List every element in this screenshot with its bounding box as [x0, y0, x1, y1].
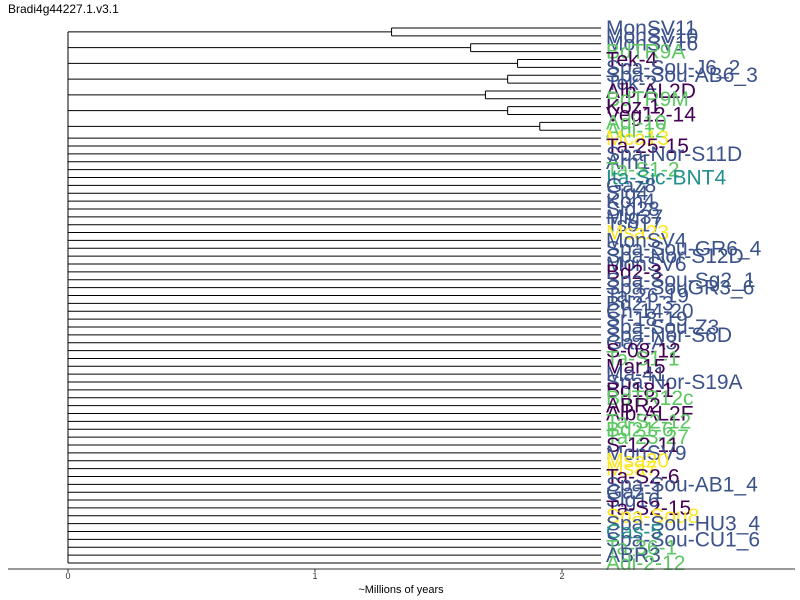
- tip-label: Ta-25-15: [606, 135, 689, 158]
- tip-label: Ta-S2-6: [606, 465, 680, 488]
- tip-label: Sig28: [606, 198, 660, 221]
- tip-label: Gaz-1: [606, 481, 663, 504]
- tip-label: Bd21-6: [606, 418, 674, 441]
- tip-label: Spa-Nor-S12D: [606, 245, 744, 268]
- tip-label: S-08-12: [606, 340, 681, 363]
- x-tick-label: 1: [312, 571, 317, 581]
- x-tick-label: 2: [559, 571, 564, 581]
- tip-label: Ma-41: [606, 363, 666, 386]
- tip-label: Msa20: [606, 450, 669, 473]
- tip-label: Ta-26-19: [606, 285, 689, 308]
- tip-label: BdTR9A: [606, 41, 685, 64]
- tip-label: Spa-Sou-AB6_3: [606, 64, 758, 87]
- tip-label: Spa-Sou-J6_2: [606, 56, 740, 79]
- tip-label: Tek-4: [606, 48, 658, 71]
- tip-label: S-12-11: [606, 434, 679, 457]
- tip-label: MonSV6: [606, 253, 687, 276]
- tip-label: Spa-Sou-Sg2_1: [606, 269, 755, 292]
- tip-label: Spa-Sou-HU3_4: [606, 513, 760, 536]
- tip-label: BdTR12c: [606, 387, 694, 410]
- tip-label: Gaz-A3: [606, 332, 677, 355]
- x-tick-label: 0: [65, 571, 70, 581]
- tip-labels: MonSV11MonSV10MonSV16BdTR9ATek-4Spa-Sou-…: [606, 17, 762, 575]
- tip-label: Spa-Sou-CU1_6: [606, 528, 760, 551]
- tip-label: Tek-2: [606, 72, 657, 95]
- tip-label: Adi-2-12: [606, 552, 685, 575]
- tip-label: Adi-12: [606, 119, 667, 142]
- tip-label: Sig16: [606, 489, 660, 512]
- tip-label: MonSV4: [606, 229, 687, 252]
- tip-label: Ta-S2-15: [606, 497, 691, 520]
- tip-label: Spa-Nor-S19A: [606, 371, 743, 394]
- tip-label: Spa-Sou-AB1_4: [606, 473, 758, 496]
- tip-label: Kon4: [606, 190, 655, 213]
- tip-label: Spa-Sou-GR6_4: [606, 237, 762, 260]
- tip-label: Koz-1: [606, 96, 661, 119]
- tip-label: Alb-AL2D: [606, 80, 696, 103]
- tip-label: Ita-Sic-BNT4: [606, 166, 727, 189]
- tip-label: Msa23: [606, 222, 669, 245]
- x-axis-title: ~Millions of years: [358, 584, 444, 596]
- tip-label: MonSV9: [606, 442, 687, 465]
- tip-label: Ta-S1-1: [606, 347, 680, 370]
- tip-label: Sig4: [606, 182, 648, 205]
- tip-label: Spa-Nor-S6D: [606, 324, 732, 347]
- branch-lines: [67, 27, 601, 564]
- page-title: Bradi4g44227.1.v3.1: [8, 2, 119, 16]
- tip-label: MonSV11: [606, 17, 697, 40]
- tip-label: Gaz8: [606, 174, 656, 197]
- tip-label: Mca13: [606, 127, 669, 150]
- tip-label: ABR2: [606, 395, 661, 418]
- tip-label: Cas-5: [606, 521, 662, 544]
- tip-label: Sr-18-19: [606, 308, 688, 331]
- tip-label: MonSV10: [606, 25, 698, 48]
- tip-label: Spa-Sou-Z3: [606, 316, 719, 339]
- tip-label: Bd2-3: [606, 261, 662, 284]
- tip-label: Ta-S1-2: [606, 159, 680, 182]
- tip-label: Ta-S2-12: [606, 410, 691, 433]
- tip-label: Adi-10: [606, 111, 667, 134]
- tip-label: Msa7: [606, 458, 657, 481]
- tip-label: Ta-23-27: [606, 426, 689, 449]
- tip-label: Spa-Sou8: [606, 505, 699, 528]
- tip-label: Ch-14-20: [606, 300, 694, 323]
- tip-label: Mig37: [606, 206, 663, 229]
- tip-label: Mar15: [606, 355, 666, 378]
- tip-label: Bd21-3: [606, 292, 674, 315]
- x-axis: 0 1 2 ~Millions of years: [8, 568, 795, 596]
- tip-label: Spa-Nor-S11D: [606, 143, 742, 166]
- tip-label: MonSV16: [606, 33, 698, 56]
- tip-label: Alb-AL2F: [606, 403, 694, 426]
- tip-label: Arn1: [606, 151, 650, 174]
- tip-label: ABR3: [606, 544, 661, 567]
- tip-label: Tso17: [606, 214, 662, 237]
- x-axis-ticks: 0 1 2: [65, 569, 565, 581]
- tip-label: Spa-SouGR3_6: [606, 277, 754, 300]
- tip-label: BdTR9M: [606, 88, 689, 111]
- tip-label: Veg12-14: [606, 104, 696, 127]
- tip-label: Ta-36-1: [606, 536, 677, 559]
- tip-label: Bd18-1: [606, 379, 674, 402]
